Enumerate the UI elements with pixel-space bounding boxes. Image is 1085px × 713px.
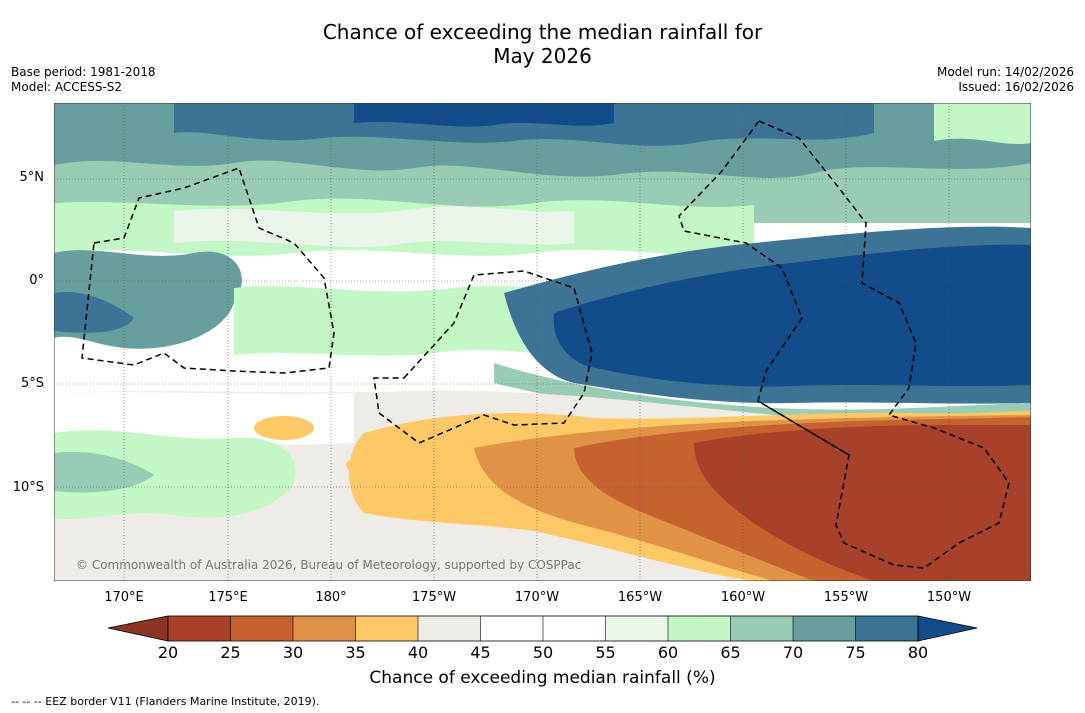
colorbar-tick-70: 70 <box>782 643 804 662</box>
chart-title: Chance of exceeding the median rainfall … <box>0 20 1085 68</box>
colorbar-bin-50 <box>543 616 606 641</box>
eez-tokelau <box>373 270 593 444</box>
lon-label-180: 180° <box>315 590 347 605</box>
colorbar-tick-25: 25 <box>220 643 241 662</box>
colorbar-bin-55 <box>605 616 668 641</box>
colorbar-bin-30 <box>293 616 356 641</box>
colorbar-tick-60: 60 <box>657 643 679 662</box>
colorbar-bin-75 <box>855 616 918 641</box>
band-equator-55 <box>174 206 574 248</box>
lat-label-10s: 10°S <box>12 480 44 495</box>
colorbar-bin-60 <box>668 616 731 641</box>
eez-boundary-solid <box>757 400 850 456</box>
colorbar-title: Chance of exceeding median rainfall (%) <box>369 668 716 688</box>
eez-borders <box>81 120 1010 569</box>
colorbar-extend-high <box>917 615 978 642</box>
lon-label-155w: 155°W <box>823 590 869 605</box>
lon-label-175e: 175°E <box>208 590 248 605</box>
south-dry-20 <box>694 425 1031 581</box>
colorbar-bin-25 <box>230 616 293 641</box>
east-wet-80 <box>553 244 1031 387</box>
meta-right: Model run: 14/02/2026 Issued: 16/02/2026 <box>937 65 1074 95</box>
colorbar-dividers <box>230 616 856 641</box>
map-panel <box>54 103 1031 581</box>
colorbar-tick-45: 45 <box>470 643 491 662</box>
west-blob-75 <box>54 292 134 333</box>
model-name: Model: ACCESS-S2 <box>11 80 123 94</box>
eez-footnote: -- -- -- EEZ border V11 (Flanders Marine… <box>11 695 320 708</box>
colorbar-bin-35 <box>355 616 418 641</box>
map-gridlines <box>54 103 1031 581</box>
eez-kiribati-gilbert <box>81 167 335 374</box>
colorbar-tick-65: 65 <box>720 643 741 662</box>
copyright-notice: © Commonwealth of Australia 2026, Bureau… <box>76 558 582 572</box>
colorbar-bin-45 <box>480 616 543 641</box>
lon-label-170w: 170°W <box>514 590 560 605</box>
band-north-75 <box>174 103 874 146</box>
southwest-green-60 <box>54 430 296 520</box>
base-period: Base period: 1981-2018 <box>11 65 156 79</box>
rainfall-map <box>54 103 1031 581</box>
band-northeast-60 <box>934 103 1031 145</box>
title-line-2: May 2026 <box>493 44 592 68</box>
colorbar-tick-40: 40 <box>407 643 429 662</box>
meta-left: Base period: 1981-2018 Model: ACCESS-S2 <box>11 65 156 95</box>
colorbar-tick-30: 30 <box>282 643 304 662</box>
lon-label-170e: 170°E <box>104 590 144 605</box>
lon-label-160w: 160°W <box>720 590 766 605</box>
colorbar-tick-35: 35 <box>345 643 366 662</box>
colorbar-tick-80: 80 <box>907 643 929 662</box>
lat-label-0: 0° <box>29 273 44 288</box>
colorbar-bin-40 <box>418 616 481 641</box>
colorbar-bin-70 <box>793 616 856 641</box>
colorbar-bin-20 <box>168 616 231 641</box>
colorbar-tick-20: 20 <box>157 643 179 662</box>
colorbar-tick-50: 50 <box>532 643 554 662</box>
issued-date: Issued: 16/02/2026 <box>958 80 1074 94</box>
eez-kiribati-line <box>678 120 1010 569</box>
lon-label-175w: 175°W <box>411 590 457 605</box>
colorbar <box>107 615 978 642</box>
orange-patch-1 <box>254 416 314 440</box>
lat-label-5s: 5°S <box>20 376 44 391</box>
model-run: Model run: 14/02/2026 <box>936 65 1074 79</box>
colorbar-extend-low <box>107 615 169 642</box>
lon-label-150w: 150°W <box>926 590 972 605</box>
orange-patch-2 <box>346 454 402 476</box>
colorbar-bin-65 <box>730 616 793 641</box>
lon-label-165w: 165°W <box>617 590 663 605</box>
lat-label-5n: 5°N <box>19 170 45 185</box>
colorbar-tick-75: 75 <box>845 643 866 662</box>
colorbar-tick-55: 55 <box>595 643 616 662</box>
southwest-green-65 <box>54 451 154 493</box>
band-north-80 <box>354 103 614 127</box>
title-line-1: Chance of exceeding the median rainfall … <box>322 20 763 44</box>
